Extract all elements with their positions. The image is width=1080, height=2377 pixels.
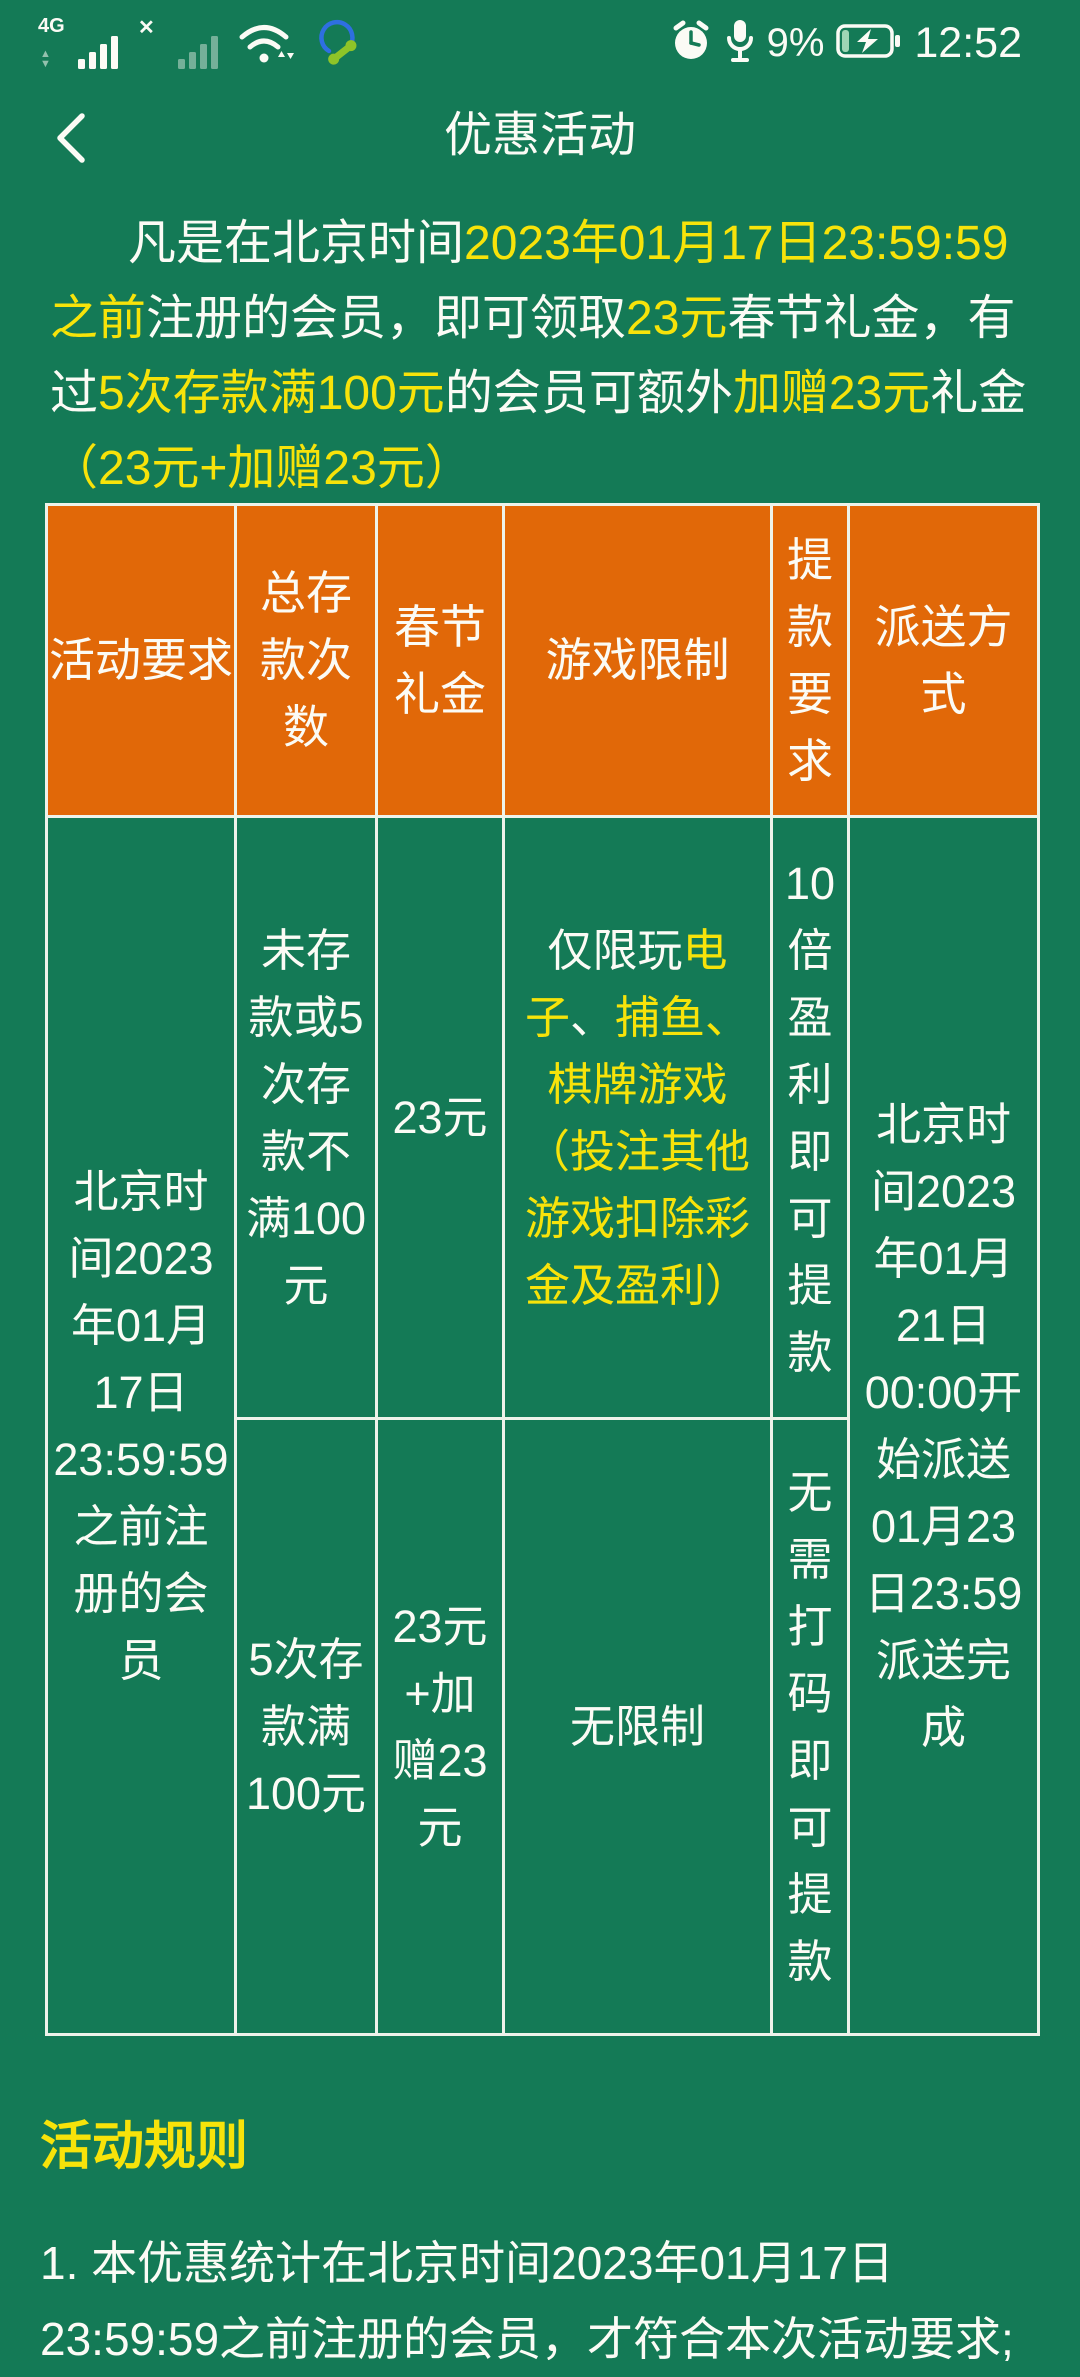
signal-bars-dim-icon <box>178 36 218 69</box>
table-header-row: 活动要求 总存款次数 春节礼金 游戏限制 提款要求 派送方式 <box>45 503 1040 818</box>
deposit-cell-row1: 未存款或5次存款不满100元 <box>234 815 378 1420</box>
signal-bars-icon <box>78 36 118 69</box>
battery-percent: 9% <box>766 20 825 65</box>
game-limit-cell-row2: 无限制 <box>502 1417 773 2036</box>
battery-icon <box>836 22 902 65</box>
microphone-icon <box>725 18 755 69</box>
header-withdraw-requirement: 提款要求 <box>770 503 850 818</box>
gift-cell-row1: 23元 <box>375 815 505 1420</box>
rules-section: 活动规则 1. 本优惠统计在北京时间2023年01月17日23:59:59之前注… <box>40 2104 1040 2377</box>
table-row-1: 北京时间2023年01月17日23:59:59之前注册的会员 未存款或5次存款不… <box>45 815 1040 2036</box>
delivery-cell: 北京时间2023年01月21日00:00开始派送01月23日23:59派送完成 <box>847 815 1040 2036</box>
signal-sim1-icon: 4G ▲ ▼ <box>38 15 124 71</box>
alarm-icon <box>669 19 713 68</box>
network-type-label: 4G <box>38 15 65 37</box>
status-bar-left: 4G ▲ ▼ ✕ <box>38 15 360 71</box>
game-limit-cell-row1: 仅限玩电子、捕鱼、棋牌游戏（投注其他游戏扣除彩金及盈利） <box>502 815 773 1420</box>
signal-sim2-icon: ✕ <box>138 15 224 71</box>
header-festival-gift: 春节礼金 <box>375 503 505 818</box>
gift-cell-row2: 23元+加赠23元 <box>375 1417 505 2036</box>
table-row-2: 5次存款满100元 23元+加赠23元 无限制 无需打码即可提款 <box>47 1417 1039 2036</box>
header-game-limit: 游戏限制 <box>502 503 773 818</box>
nav-bar: 优惠活动 <box>0 106 1080 170</box>
no-service-mark: ✕ <box>138 17 155 39</box>
data-arrows-icon: ▲ ▼ <box>40 48 51 70</box>
status-bar-right: 9% 12:52 <box>669 18 1022 69</box>
requirement-cell: 北京时间2023年01月17日23:59:59之前注册的会员 <box>45 815 237 2036</box>
promo-table: 活动要求 总存款次数 春节礼金 游戏限制 提款要求 派送方式 北京时间2023年… <box>45 503 1040 2036</box>
wifi-calling-icon <box>314 16 360 71</box>
deposit-cell-row2: 5次存款满100元 <box>234 1417 378 2036</box>
rules-title: 活动规则 <box>40 2118 249 2176</box>
header-total-deposits: 总存款次数 <box>234 503 378 818</box>
intro-paragraph: 凡是在北京时间2023年01月17日23:59:59之前注册的会员，即可领取23… <box>50 217 1027 495</box>
header-activity-requirement: 活动要求 <box>45 503 237 818</box>
header-delivery-method: 派送方式 <box>847 503 1040 818</box>
withdraw-cell-row2: 无需打码即可提款 <box>770 1417 850 2036</box>
wifi-icon <box>238 21 300 71</box>
rule-item: 1. 本优惠统计在北京时间2023年01月17日23:59:59之前注册的会员，… <box>40 2237 1014 2365</box>
page-title: 优惠活动 <box>443 109 636 162</box>
withdraw-cell-row1: 10倍盈利即可提款 <box>770 815 850 1420</box>
status-bar: 4G ▲ ▼ ✕ <box>38 10 1022 76</box>
clock-time: 12:52 <box>914 18 1022 67</box>
back-chevron-icon <box>57 113 85 163</box>
back-button[interactable] <box>50 110 94 166</box>
